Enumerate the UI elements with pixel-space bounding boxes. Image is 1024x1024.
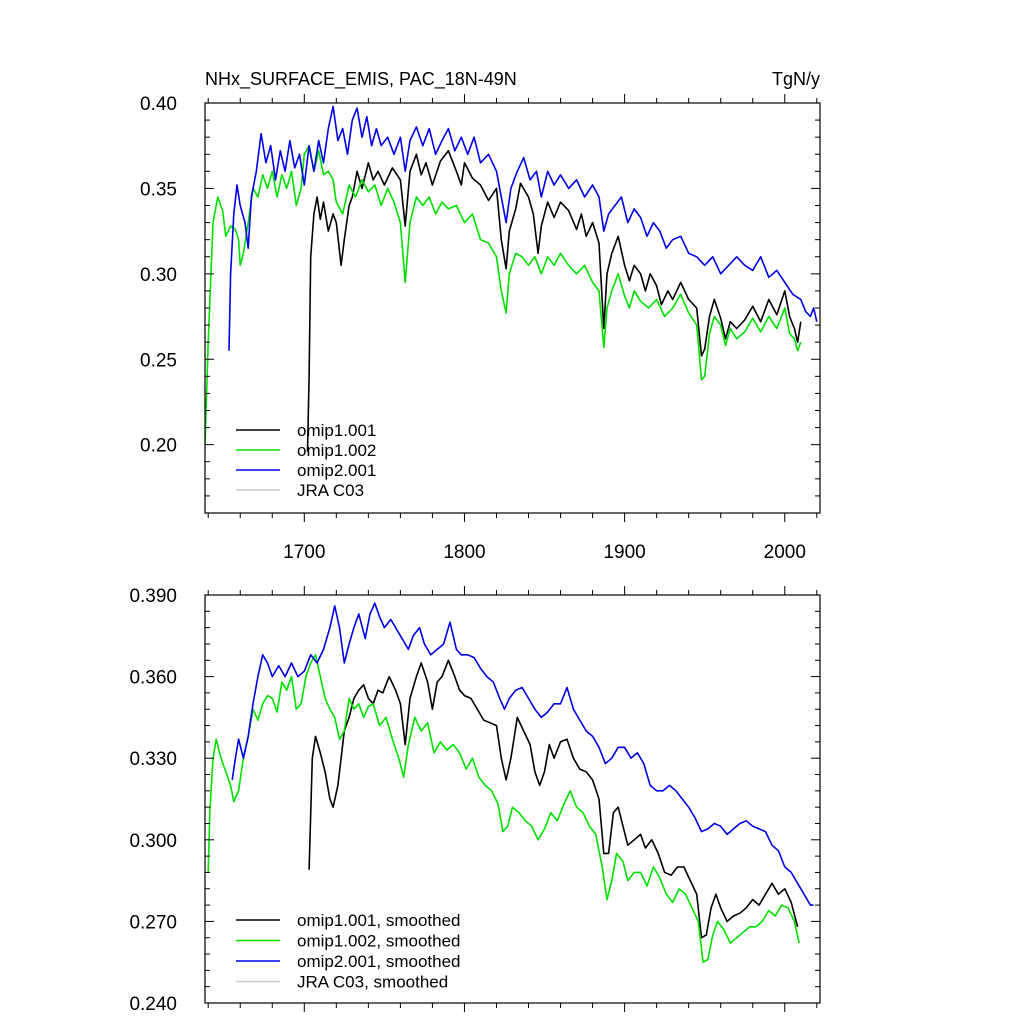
y-tick-label: 0.390 [129, 586, 177, 607]
legend-label-omip2_001: omip2.001 [297, 461, 376, 480]
x-tick-label: 1900 [603, 542, 645, 563]
series-line-omip1_002 [207, 654, 800, 963]
bottom-panel: 0.240 0.270 0.300 0.330 0.360 0.390 omip1.001,… [129, 586, 821, 1015]
top-panel: NHx_SURFACE_EMIS, PAC_18N-49N TgN/y 0.20 0.… [140, 69, 821, 563]
y-tick-label: 0.35 [140, 179, 177, 200]
y-tick-label: 0.40 [140, 94, 177, 115]
chart-units: TgN/y [772, 69, 820, 89]
series-line-omip1_002 [205, 144, 802, 445]
x-tick-label: 2000 [764, 542, 806, 563]
x-tick-label: 1800 [443, 542, 485, 563]
y-tick-label: 0.240 [129, 994, 177, 1015]
x-tick-label: 1700 [283, 542, 325, 563]
chart-title: NHx_SURFACE_EMIS, PAC_18N-49N [205, 69, 517, 90]
legend-label-jra_c03: JRA C03, smoothed [297, 973, 448, 992]
series-line-omip2_001 [228, 105, 818, 351]
y-tick-label: 0.360 [129, 668, 177, 689]
legend-label-omip2_001: omip2.001, smoothed [297, 952, 461, 971]
series-line-omip1_001 [306, 150, 802, 452]
y-tick-label: 0.300 [129, 831, 177, 852]
series-line-omip2_001 [231, 602, 814, 906]
series-line-omip1_001 [308, 659, 799, 939]
plot-frame [204, 594, 821, 1004]
y-tick-label: 0.20 [140, 436, 177, 457]
y-tick-label: 0.270 [129, 912, 177, 933]
legend-label-jra_c03: JRA C03 [297, 481, 364, 500]
legend-label-omip1_001: omip1.001, smoothed [297, 911, 461, 930]
legend-label-omip1_002: omip1.002, smoothed [297, 932, 461, 951]
y-tick-label: 0.330 [129, 749, 177, 770]
legend-label-omip1_002: omip1.002 [297, 441, 376, 460]
legend-label-omip1_001: omip1.001 [297, 421, 376, 440]
y-tick-label: 0.25 [140, 350, 177, 371]
y-tick-label: 0.30 [140, 265, 177, 286]
